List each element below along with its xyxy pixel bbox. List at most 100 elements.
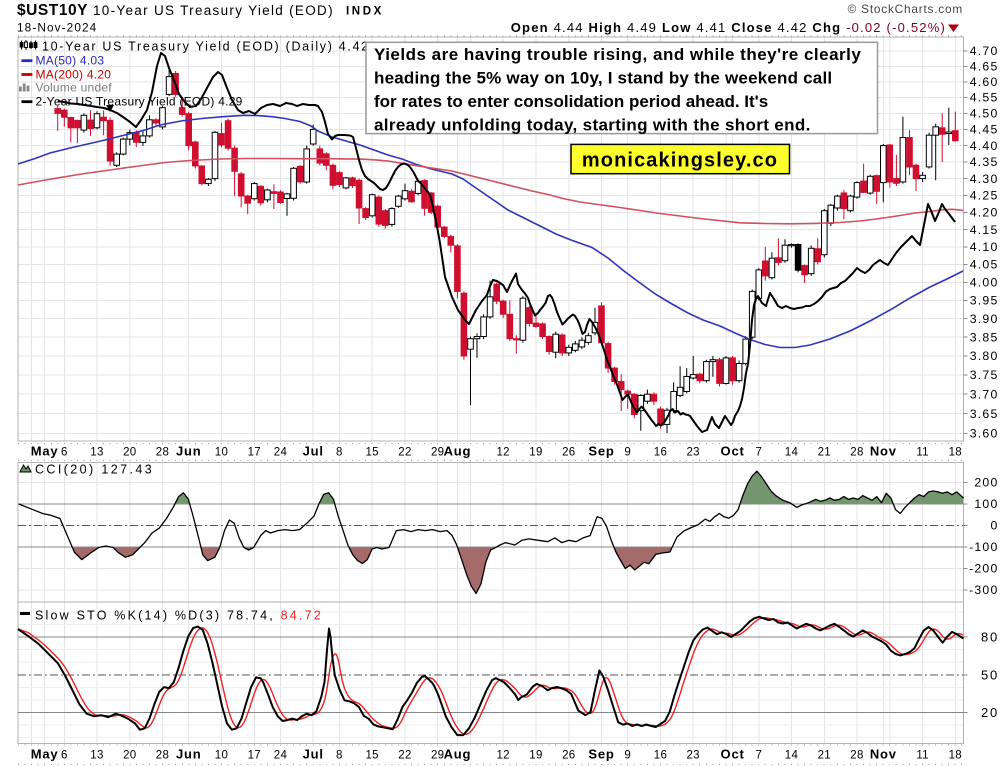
svg-text:28: 28 — [156, 750, 169, 762]
svg-text:Jul: Jul — [303, 444, 324, 459]
svg-text:6: 6 — [61, 750, 68, 762]
svg-text:20: 20 — [123, 750, 136, 762]
svg-text:11: 11 — [916, 750, 929, 762]
svg-text:17: 17 — [248, 750, 261, 762]
svg-text:13: 13 — [90, 750, 103, 762]
svg-text:100: 100 — [974, 497, 998, 511]
svg-text:24: 24 — [274, 750, 288, 762]
svg-text:18: 18 — [949, 750, 962, 762]
svg-text:22: 22 — [398, 750, 411, 762]
svg-text:MA(50) 4.03: MA(50) 4.03 — [36, 54, 105, 68]
svg-text:12: 12 — [496, 750, 509, 762]
svg-text:14: 14 — [785, 750, 799, 762]
svg-text:4.00: 4.00 — [970, 276, 999, 290]
svg-text:May: May — [31, 747, 59, 762]
svg-text:monicakingsley.co: monicakingsley.co — [582, 150, 778, 172]
svg-text:Oct: Oct — [721, 747, 745, 762]
svg-text:for rates to enter consolidati: for rates to enter consolidation period … — [374, 92, 768, 111]
svg-text:18: 18 — [949, 447, 962, 459]
svg-text:-200: -200 — [969, 562, 998, 576]
svg-text:4.35: 4.35 — [970, 155, 999, 169]
svg-text:16: 16 — [654, 750, 667, 762]
svg-text:19: 19 — [529, 750, 542, 762]
svg-text:Sep: Sep — [588, 444, 614, 459]
svg-text:18-Nov-2024: 18-Nov-2024 — [17, 21, 97, 35]
svg-text:4.15: 4.15 — [970, 223, 999, 237]
svg-text:200: 200 — [974, 476, 998, 490]
svg-text:29: 29 — [431, 447, 444, 459]
svg-text:$UST10Y: $UST10Y — [17, 2, 88, 19]
svg-text:20: 20 — [123, 447, 136, 459]
svg-text:Aug: Aug — [444, 747, 472, 762]
svg-text:7: 7 — [755, 750, 762, 762]
svg-text:Slow STO %K(14) %D(3) 78.74, 8: Slow STO %K(14) %D(3) 78.74, 84.72 — [35, 609, 323, 623]
svg-text:4.70: 4.70 — [970, 44, 999, 58]
svg-text:heading the 5% way on 10y, I s: heading the 5% way on 10y, I stand by th… — [374, 69, 832, 88]
svg-text:10-Year US Treasury Yield (EOD: 10-Year US Treasury Yield (EOD) (Daily) … — [42, 40, 370, 54]
svg-text:Sep: Sep — [588, 747, 614, 762]
svg-text:MA(200) 4.20: MA(200) 4.20 — [36, 68, 112, 82]
svg-text:CCI(20) 127.43: CCI(20) 127.43 — [35, 463, 154, 477]
svg-text:4.60: 4.60 — [970, 75, 999, 89]
svg-text:© StockCharts.com: © StockCharts.com — [848, 2, 963, 16]
svg-text:15: 15 — [365, 447, 378, 459]
svg-text:17: 17 — [248, 447, 261, 459]
svg-text:50: 50 — [981, 667, 999, 682]
svg-text:Jun: Jun — [176, 747, 202, 762]
svg-text:4.40: 4.40 — [970, 139, 999, 153]
svg-text:11: 11 — [916, 447, 929, 459]
svg-text:4.30: 4.30 — [970, 172, 999, 186]
svg-text:4.20: 4.20 — [970, 206, 999, 220]
svg-text:Aug: Aug — [444, 444, 472, 459]
svg-text:26: 26 — [562, 750, 575, 762]
svg-text:10-Year US Treasury Yield (EOD: 10-Year US Treasury Yield (EOD) — [93, 3, 334, 18]
svg-text:3.85: 3.85 — [970, 330, 999, 344]
svg-text:-100: -100 — [969, 540, 998, 554]
svg-text:0: 0 — [990, 519, 998, 533]
svg-text:9: 9 — [624, 447, 631, 459]
svg-text:13: 13 — [90, 447, 103, 459]
svg-text:4.65: 4.65 — [970, 60, 999, 74]
svg-text:10: 10 — [215, 750, 228, 762]
svg-text:Jul: Jul — [303, 747, 324, 762]
svg-text:24: 24 — [274, 447, 288, 459]
svg-text:28: 28 — [850, 447, 863, 459]
svg-text:28: 28 — [850, 750, 863, 762]
svg-text:3.70: 3.70 — [970, 387, 999, 401]
svg-text:10: 10 — [215, 447, 228, 459]
svg-text:9: 9 — [624, 750, 631, 762]
svg-text:3.95: 3.95 — [970, 294, 999, 308]
svg-text:8: 8 — [336, 447, 343, 459]
svg-text:29: 29 — [431, 750, 444, 762]
svg-text:-300: -300 — [969, 583, 998, 597]
svg-text:22: 22 — [398, 447, 411, 459]
svg-text:4.25: 4.25 — [970, 189, 999, 203]
svg-text:20: 20 — [981, 705, 999, 720]
svg-text:28: 28 — [156, 447, 169, 459]
svg-text:23: 23 — [686, 447, 699, 459]
svg-text:6: 6 — [61, 447, 68, 459]
svg-text:Yields are having trouble risi: Yields are having trouble rising, and wh… — [374, 45, 861, 64]
svg-text:3.90: 3.90 — [970, 312, 999, 326]
svg-text:4.10: 4.10 — [970, 240, 999, 254]
svg-text:Jun: Jun — [176, 444, 202, 459]
svg-text:8: 8 — [336, 750, 343, 762]
svg-text:INDX: INDX — [346, 6, 384, 18]
svg-text:19: 19 — [529, 447, 542, 459]
svg-text:21: 21 — [818, 447, 831, 459]
svg-text:4.05: 4.05 — [970, 258, 999, 272]
svg-text:Open 4.44 High 4.49 Low 4.41 C: Open 4.44 High 4.49 Low 4.41 Close 4.42 … — [511, 20, 946, 35]
svg-text:4.50: 4.50 — [970, 107, 999, 121]
svg-text:15: 15 — [365, 750, 378, 762]
svg-text:21: 21 — [818, 750, 831, 762]
svg-text:Nov: Nov — [870, 444, 897, 459]
svg-text:3.80: 3.80 — [970, 349, 999, 363]
svg-text:May: May — [31, 444, 59, 459]
svg-text:7: 7 — [755, 447, 762, 459]
svg-text:4.45: 4.45 — [970, 123, 999, 137]
svg-text:3.75: 3.75 — [970, 368, 999, 382]
svg-text:2-Year US Treasury Yield (EOD): 2-Year US Treasury Yield (EOD) 4.29 — [36, 95, 243, 109]
svg-text:3.65: 3.65 — [970, 407, 999, 421]
svg-text:Nov: Nov — [870, 747, 897, 762]
svg-text:4.55: 4.55 — [970, 91, 999, 105]
